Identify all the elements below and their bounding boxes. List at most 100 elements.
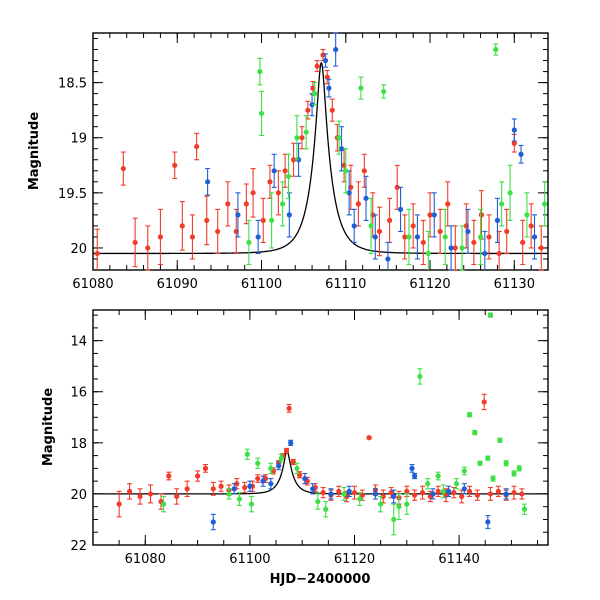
marker [485, 519, 491, 525]
marker [452, 245, 458, 251]
blue-data-point [461, 483, 467, 495]
blue-data-point [288, 439, 294, 446]
marker [391, 516, 397, 523]
marker [94, 250, 100, 257]
blue-data-point [260, 475, 266, 487]
top-x-tick-labels: 61080 61090 61100 61110 61120 61130 [72, 277, 535, 292]
x-tick-label: 61130 [494, 277, 535, 292]
green-data-point [493, 43, 499, 56]
green-data-point [542, 181, 548, 227]
green-data-point [246, 219, 252, 266]
marker [511, 490, 517, 496]
green-data-point [461, 466, 467, 476]
marker [282, 168, 288, 174]
green-data-point [303, 115, 309, 150]
red-data-point [204, 195, 210, 246]
red-data-point [538, 225, 544, 271]
blue-data-point [511, 118, 517, 142]
red-data-point [194, 470, 201, 482]
green-data-point [312, 82, 318, 106]
green-data-point [440, 484, 447, 499]
marker [538, 245, 544, 251]
marker [343, 168, 349, 174]
bottom-model-curve [93, 450, 548, 495]
marker [267, 179, 273, 185]
green-data-point [358, 76, 364, 100]
blue-data-point [231, 483, 237, 495]
marker [299, 135, 305, 141]
blue-data-point [302, 472, 308, 485]
marker [494, 217, 501, 223]
red-data-point [242, 481, 248, 494]
marker [521, 506, 528, 512]
marker [147, 491, 154, 497]
x-tick-label: 61100 [241, 277, 282, 292]
marker [493, 46, 499, 53]
marker [255, 234, 261, 240]
marker [372, 234, 378, 240]
red-data-point [380, 489, 386, 504]
blue-data-point [465, 208, 471, 255]
blue-data-point [503, 488, 509, 500]
marker [497, 437, 503, 443]
red-data-point [376, 206, 383, 257]
y-tick-label: 16 [70, 386, 87, 401]
blue-data-point [446, 485, 452, 498]
green-data-point [255, 457, 261, 469]
top-y-tick-labels: 18.5 19 19.5 20 [58, 77, 87, 257]
marker [305, 107, 311, 113]
marker [440, 488, 447, 494]
red-data-point [420, 219, 426, 266]
blue-data-point [385, 241, 391, 270]
marker [482, 250, 488, 257]
blue-data-point [431, 192, 437, 238]
green-data-point [341, 486, 347, 501]
marker [244, 451, 250, 457]
marker [388, 490, 394, 496]
model-fit-line [93, 450, 548, 495]
marker [445, 201, 451, 207]
marker [235, 212, 241, 218]
marker [406, 234, 412, 240]
red-data-point [137, 488, 143, 505]
y-tick-label: 18 [70, 437, 87, 452]
model-fit-line [93, 61, 548, 255]
marker [243, 201, 249, 207]
marker [524, 212, 530, 218]
marker [412, 492, 418, 498]
marker [320, 52, 326, 58]
marker [410, 223, 416, 229]
marker [504, 228, 510, 235]
marker [466, 488, 473, 494]
green-data-point [507, 164, 513, 221]
marker [248, 501, 255, 507]
blue-data-point [448, 225, 454, 271]
red-data-point [210, 481, 216, 496]
marker [409, 465, 415, 471]
green-data-point [487, 312, 494, 318]
green-data-point [466, 412, 473, 418]
red-data-point [435, 485, 441, 498]
green-data-point [435, 471, 441, 481]
green-data-point [404, 493, 410, 515]
red-data-point [147, 484, 154, 504]
marker [285, 173, 292, 179]
red-data-point [218, 480, 224, 492]
marker [477, 234, 484, 240]
marker [397, 206, 404, 212]
green-data-point [244, 448, 250, 460]
red-data-point [410, 203, 416, 249]
marker [372, 491, 379, 497]
top-data-points [94, 32, 548, 271]
marker [179, 223, 185, 229]
marker [202, 465, 209, 471]
bottom-axis-ticks [92, 310, 548, 546]
x-tick-label: 61140 [438, 552, 479, 567]
red-data-point [296, 471, 303, 479]
marker [378, 501, 384, 507]
blue-data-point [494, 197, 501, 243]
marker [519, 491, 525, 497]
red-data-point [361, 153, 367, 188]
red-data-point [351, 485, 358, 500]
marker [310, 486, 316, 492]
